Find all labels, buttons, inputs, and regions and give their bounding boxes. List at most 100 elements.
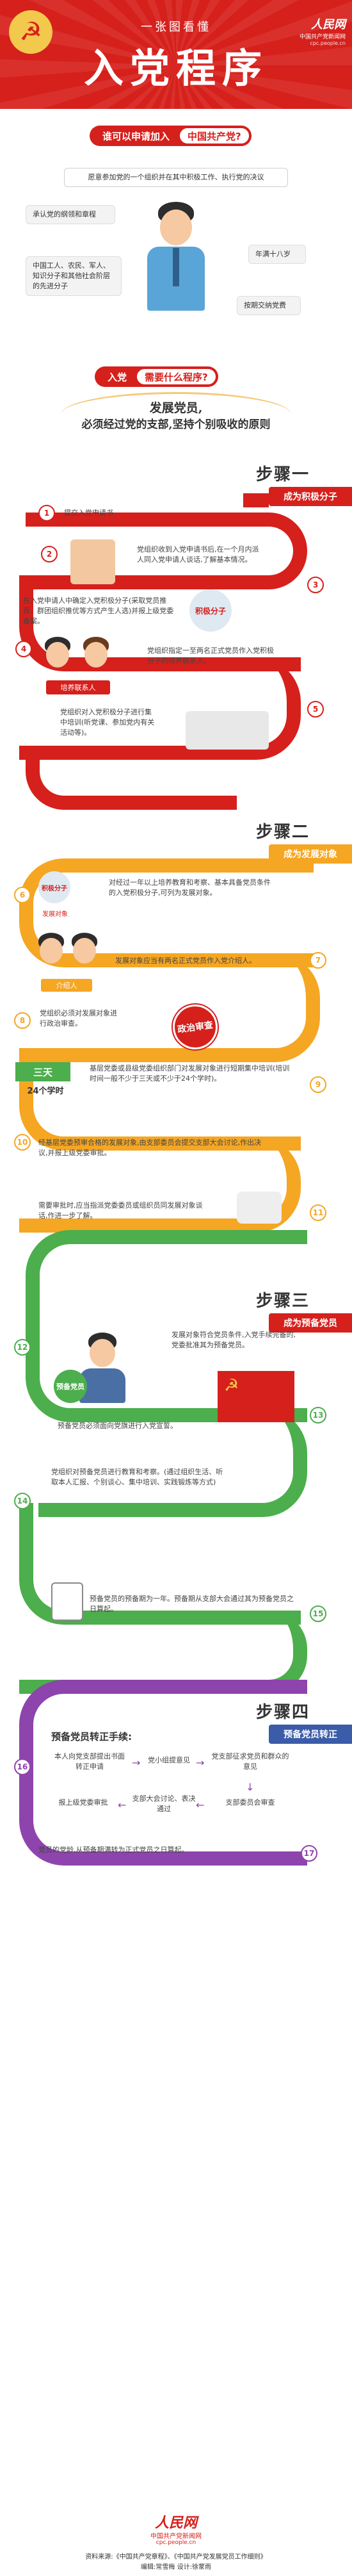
step-number: 15 — [310, 1605, 326, 1622]
days-badge: 三天 — [15, 1062, 70, 1081]
step3-title: 步骤三 — [256, 1292, 310, 1311]
step-text: 提交入党申请书 — [64, 509, 113, 517]
step4-tag: 预备党员转正 — [269, 1725, 352, 1744]
header-logo[interactable]: 人民网 中国共产党新闻网 cpc.people.cn — [269, 15, 346, 46]
documents-illustration — [70, 539, 115, 584]
flow-step: 报上级党委审批 — [58, 1798, 108, 1807]
step-number: 2 — [41, 546, 58, 562]
step-number: 16 — [14, 1759, 31, 1775]
introducer-badge: 介绍人 — [41, 979, 92, 992]
party-flag-icon: ☭ — [218, 1371, 294, 1422]
procedure-pill: 入党 需要什么程序? — [95, 366, 218, 387]
road-segment — [243, 493, 269, 507]
step-number: 14 — [14, 1493, 31, 1509]
step-number: 4 — [15, 641, 32, 657]
step-number: 13 — [310, 1407, 326, 1423]
step-number: 12 — [14, 1339, 31, 1356]
chat-bubble-icon — [237, 1192, 282, 1224]
hours-label: 24个学时 — [27, 1087, 64, 1096]
introducer-figures — [32, 930, 109, 976]
activist-badge-icon: 积极分子 — [38, 871, 70, 903]
condition-bubble: 承认党的纲领和章程 — [26, 205, 115, 224]
footer-logo-name: 人民网 — [154, 2514, 197, 2531]
condition-bubble: 年满十八岁 — [248, 245, 306, 264]
step-text: 党组织对入党积极分子进行集中培训(听党课、参加党内有关活动等)。 — [60, 708, 155, 737]
arrow-down-icon: ↓ — [246, 1781, 255, 1793]
arrow-left-icon: ← — [118, 1799, 127, 1811]
step-number: 9 — [310, 1076, 326, 1093]
arrow-left-icon: ← — [196, 1799, 205, 1811]
contact-figures — [38, 634, 128, 679]
clock-calendar-icon — [51, 1582, 83, 1621]
training-illustration — [186, 711, 269, 750]
footer-logo[interactable]: 人民网 — [0, 2511, 352, 2532]
principle-line2: 必须经过党的支部,坚持个别吸收的原则 — [81, 418, 271, 431]
probationary-badge: 预备党员 — [54, 1370, 87, 1403]
step-number: 8 — [14, 1012, 31, 1029]
step-text: 预备党员必须面向党旗进行入党宣誓。 — [58, 1422, 177, 1430]
step-text: 基层党委或县级党委组织部门对发展对象进行短期集中培训(培训时间一般不少于三天或不… — [90, 1064, 290, 1083]
logo-line3: cpc.people.cn — [310, 40, 346, 46]
arrow-right-icon: → — [196, 1757, 205, 1769]
flow-step: 支部委员会审查 — [225, 1798, 275, 1807]
probationary-figure — [70, 1333, 134, 1403]
condition-bubble: 中国工人、农民、军人、知识分子和其他社会阶层的先进分子 — [26, 256, 122, 296]
road-segment — [19, 1680, 307, 1866]
contact-person-badge: 培养联系人 — [46, 680, 110, 694]
step-number: 1 — [38, 505, 55, 521]
step-text: 党组织必须对发展对象进行政治审查。 — [40, 1009, 117, 1028]
who-label-a: 谁可以申请加入 — [102, 130, 170, 142]
logo-line2: 中国共产党新闻网 — [299, 34, 346, 40]
road-segment — [26, 746, 237, 810]
flow-step: 支部大会讨论、表决通过 — [132, 1794, 196, 1813]
step1-title: 步骤一 — [256, 465, 310, 484]
arrow-right-icon: → — [132, 1757, 141, 1769]
step-text: 在入党申请人中确定入党积极分子(采取党员推荐、群团组织推优等方式产生人选)并报上… — [23, 596, 174, 625]
page-title: 入党程序 — [83, 45, 268, 92]
step2-title: 步骤二 — [256, 823, 310, 842]
step-number: 17 — [301, 1845, 317, 1862]
step-number: 3 — [307, 577, 324, 593]
flow-step: 党支部征求党员和群众的意见 — [211, 1752, 289, 1771]
step-number: 5 — [307, 701, 324, 718]
step1-tag: 成为积极分子 — [269, 487, 352, 506]
need-label-b: 需要什么程序? — [136, 368, 217, 386]
need-label-a: 入党 — [108, 371, 127, 383]
step-text: 经基层党委预审合格的发展对象,由支部委员会提交支部大会讨论,作出决议,并报上级党… — [38, 1138, 261, 1157]
procedure-title: 预备党员转正手续: — [51, 1731, 132, 1743]
step-text: 党组织指定一至两名正式党员作入党积极分子的培养联系人。 — [147, 646, 274, 665]
header-banner — [0, 0, 352, 109]
flow-step: 党小组提意见 — [148, 1756, 190, 1764]
laurel-decoration — [61, 392, 291, 437]
step-number: 10 — [14, 1134, 31, 1151]
footer-logo-line2: 中国共产党新闻网 — [150, 2533, 202, 2540]
step-text: 党组织对预备党员进行教育和考察。(通过组织生活、听取本人汇报、个别谈心、集中培训… — [51, 1468, 223, 1486]
footer-logo-line3: cpc.people.cn — [156, 2539, 196, 2546]
condition-bubble: 按期交纳党费 — [237, 296, 301, 315]
logo-name: 人民网 — [311, 18, 346, 31]
condition-bubble: 愿意参加党的一个组织并在其中积极工作、执行党的决议 — [64, 168, 288, 187]
step-text: 预备党员的预备期为一年。预备期从支部大会通过其为预备党员之日算起。 — [90, 1595, 294, 1613]
activist-badge-icon: 积极分子 — [189, 589, 232, 632]
footer-sources: 资料来源:《中国共产党章程》、《中国共产党发展党员工作细则》 — [85, 2554, 267, 2561]
flag-emblem-icon: ☭ — [224, 1376, 239, 1395]
flow-step: 本人向党支部提出书面转正申请 — [54, 1752, 125, 1771]
step-text: 需要审批时,应当指派党委委员或组织员同发展对象谈话,作进一步了解。 — [38, 1201, 203, 1220]
step-text: 对经过一年以上培养教育和考察、基本具备党员条件的入党积极分子,可列为发展对象。 — [109, 878, 271, 897]
header-subtitle: 一张图看懂 — [141, 21, 211, 34]
step-text: 发展对象应当有两名正式党员作入党介绍人。 — [115, 956, 256, 965]
step-text: 党组织收到入党申请书后,在一个月内派人同入党申请人谈话,了解基本情况。 — [137, 545, 259, 564]
party-emblem-icon: ☭ — [9, 10, 52, 54]
step-text: 发展对象符合党员条件,入党手续完备的,党委批准其为预备党员。 — [172, 1331, 296, 1349]
applicant-figure — [141, 202, 211, 314]
step-number: 7 — [310, 952, 326, 969]
step-number: 11 — [310, 1204, 326, 1221]
road-segment — [19, 1503, 301, 1625]
who-can-apply-pill: 谁可以申请加入 中国共产党? — [90, 126, 252, 146]
footer-credits: 编辑:常雪梅 设计:徐蒙雨 — [141, 2564, 211, 2571]
header-rays — [0, 0, 352, 109]
target-label: 发展对象 — [42, 911, 68, 918]
who-label-b: 中国共产党? — [179, 127, 250, 145]
principle-line1: 发展党员, — [149, 401, 203, 415]
step-text: 党员的党龄,从预备期满转为正式党员之日算起。 — [38, 1846, 189, 1854]
